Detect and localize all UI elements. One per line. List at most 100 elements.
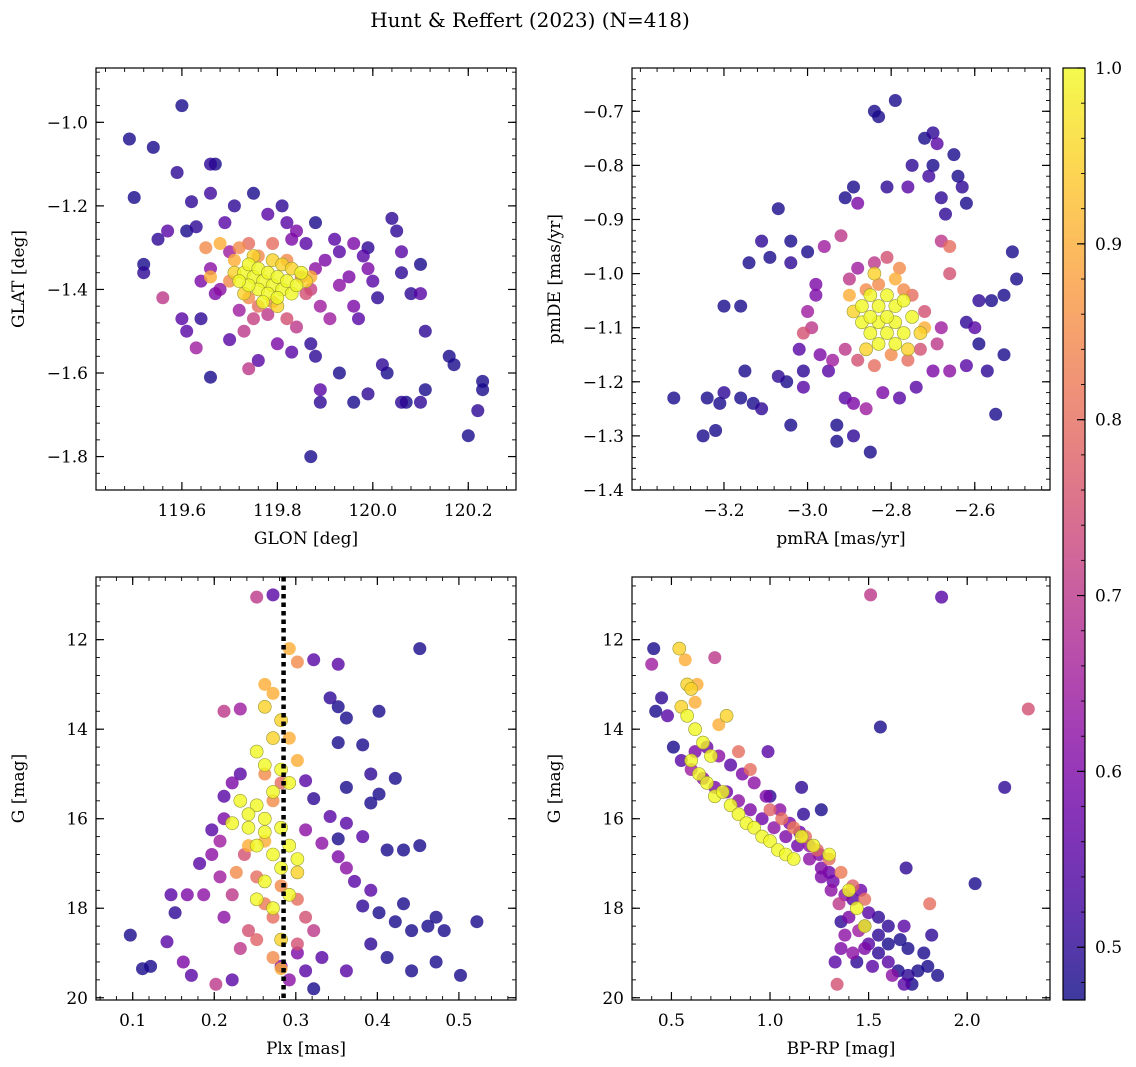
x-axis-label: GLON [deg] <box>254 529 358 549</box>
data-point <box>180 888 194 902</box>
data-point <box>213 834 227 848</box>
data-point <box>233 767 247 781</box>
data-point <box>809 288 823 302</box>
y-tick-label: −1.2 <box>583 373 624 393</box>
data-point <box>851 353 865 367</box>
data-point <box>989 407 1003 421</box>
data-point <box>847 180 860 194</box>
data-point <box>405 924 419 938</box>
data-point <box>356 899 370 913</box>
data-point <box>290 946 304 960</box>
data-point <box>414 257 427 271</box>
data-point <box>863 326 878 340</box>
colorbar-tick-label: 0.9 <box>1095 235 1122 255</box>
data-point <box>972 294 986 308</box>
data-point <box>199 241 213 255</box>
data-point <box>930 137 944 151</box>
data-point <box>280 312 294 326</box>
data-point <box>771 202 785 216</box>
data-point <box>315 836 329 850</box>
colorbar-tick-label: 0.5 <box>1095 938 1122 958</box>
data-point <box>258 677 272 691</box>
data-point <box>885 968 899 982</box>
data-point <box>830 418 844 432</box>
data-point <box>331 850 345 864</box>
data-point <box>229 865 243 879</box>
y-tick-label: −0.9 <box>583 210 624 230</box>
data-point <box>680 708 695 723</box>
data-point <box>261 308 275 321</box>
data-point <box>395 395 408 409</box>
data-point <box>909 380 923 394</box>
data-point <box>193 857 207 870</box>
y-tick-label: −1.2 <box>47 197 88 217</box>
data-point <box>1010 272 1024 286</box>
data-point <box>834 865 848 879</box>
data-point <box>888 272 902 286</box>
data-point <box>880 180 894 194</box>
data-point <box>813 348 827 362</box>
data-point <box>385 211 399 225</box>
data-point <box>838 191 852 205</box>
data-point <box>918 305 932 318</box>
data-point <box>161 224 175 238</box>
data-point <box>779 830 793 844</box>
data-point <box>688 722 702 737</box>
data-point <box>867 359 881 373</box>
data-point <box>871 337 886 351</box>
data-point <box>959 359 973 373</box>
data-point <box>204 370 217 384</box>
data-point <box>724 758 738 772</box>
data-point <box>901 342 915 357</box>
data-point <box>454 968 467 982</box>
data-point <box>859 342 873 357</box>
data-point <box>213 237 227 250</box>
data-point <box>755 402 769 416</box>
data-point <box>233 793 248 808</box>
data-point <box>806 838 821 853</box>
data-point <box>266 686 280 700</box>
x-tick-label: 119.8 <box>253 501 302 521</box>
data-point <box>390 224 404 238</box>
data-point <box>913 326 928 340</box>
data-point <box>951 169 965 183</box>
data-point <box>826 353 840 367</box>
data-point <box>880 288 894 303</box>
data-point <box>972 337 986 351</box>
data-point <box>897 977 911 991</box>
data-point <box>364 796 378 810</box>
panels: 119.6 119.8 120.0 120.2−1.8−1.6−1.4−1.2−1.0… <box>9 67 1051 1059</box>
panel-color-magnitude: 0.5 1.0 1.5 2.0 12 14 16 18 20 BP-RP [mag] G [mag] <box>545 576 1051 1059</box>
data-point <box>801 305 815 318</box>
data-point <box>395 266 408 280</box>
data-point <box>713 396 727 410</box>
data-point <box>717 299 731 313</box>
y-tick-label: 16 <box>66 810 88 830</box>
y-tick-label: 20 <box>66 989 88 1009</box>
data-point <box>796 380 810 394</box>
data-point <box>717 386 731 400</box>
data-point <box>822 364 835 378</box>
data-point <box>332 245 346 259</box>
data-point <box>146 140 160 154</box>
data-point <box>348 874 361 888</box>
y-tick-label: −1.4 <box>583 481 624 501</box>
colorbar-tick-label: 0.8 <box>1095 411 1122 431</box>
data-point <box>797 807 810 821</box>
data-point <box>237 324 251 338</box>
colorbar-gradient <box>1063 68 1085 1000</box>
data-point <box>872 910 885 924</box>
data-point <box>913 342 927 356</box>
data-point <box>414 287 427 301</box>
data-point <box>270 337 284 351</box>
data-point <box>290 754 304 767</box>
data-point <box>1021 702 1035 716</box>
data-point <box>647 642 661 656</box>
data-point <box>266 785 280 799</box>
data-point <box>731 807 746 822</box>
data-point <box>328 232 342 246</box>
data-point <box>796 364 810 378</box>
data-point <box>315 951 329 964</box>
data-point <box>289 278 304 293</box>
